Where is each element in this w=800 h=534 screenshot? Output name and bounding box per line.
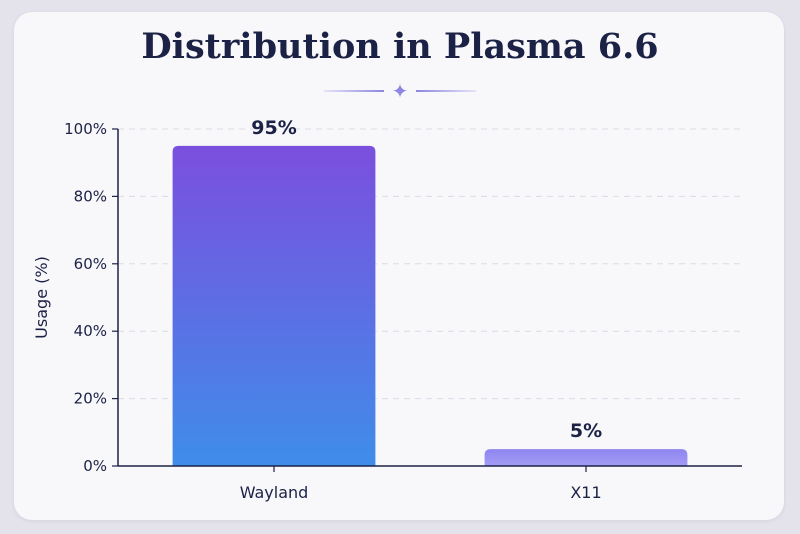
y-tick-label: 0% [83, 457, 107, 475]
x-tick-label: Wayland [240, 483, 309, 502]
x-tick-label: X11 [570, 483, 601, 502]
y-tick-label: 100% [64, 120, 107, 138]
chart-title: Distribution in Plasma 6.6 [141, 26, 659, 67]
bar-x11 [484, 449, 688, 466]
ornament-line-left [324, 90, 384, 92]
bars [172, 145, 688, 466]
bar-value-label: 95% [251, 117, 296, 139]
title-ornament: ✦ [320, 78, 480, 104]
y-tick-label: 60% [74, 255, 107, 273]
labels: 0% 20% 40% 60% 80% 100% 95% Wayland 5% X11 [64, 117, 602, 502]
y-axis-title: Usage (%) [32, 256, 51, 339]
bar-wayland [172, 145, 376, 466]
sparkle-icon: ✦ [391, 79, 409, 103]
y-tick-label: 40% [74, 322, 107, 340]
y-tick-label: 20% [74, 390, 107, 408]
axes [112, 128, 742, 472]
ornament-line-right [416, 90, 476, 92]
bar-value-label: 5% [570, 420, 602, 442]
chart-card [14, 12, 784, 520]
y-tick-label: 80% [74, 187, 107, 205]
